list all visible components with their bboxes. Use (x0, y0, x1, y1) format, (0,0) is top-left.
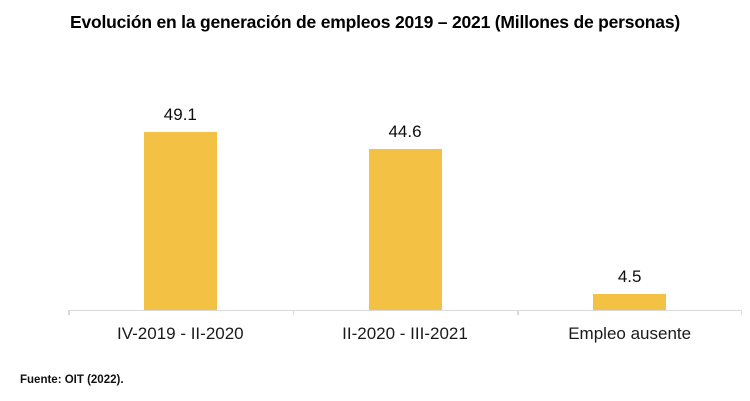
category-label-3: Empleo ausente (568, 324, 692, 343)
bar-1 (143, 132, 217, 310)
value-label-2: 44.6 (388, 121, 422, 141)
category-label-2: II-2020 - III-2021 (342, 324, 468, 343)
plot-area: 49.1 44.6 4.5 (68, 105, 742, 315)
value-label-3: 4.5 (617, 266, 642, 286)
bar-3 (593, 293, 667, 310)
axis-tick-0 (68, 310, 70, 315)
source-note: Fuente: OIT (2022). (20, 374, 124, 386)
chart-title: Evolución en la generación de empleos 20… (70, 12, 680, 32)
axis-tick-1 (292, 310, 295, 315)
axis-tick-2 (517, 310, 519, 315)
value-label-1: 49.1 (163, 105, 197, 125)
category-label-1: IV-2019 - II-2020 (117, 324, 244, 343)
axis-tick-3 (740, 310, 742, 315)
x-axis-labels: IV-2019 - II-2020 II-2020 - III-2021 Emple… (68, 324, 742, 348)
x-axis-line (68, 310, 742, 311)
bar-2 (368, 148, 442, 310)
